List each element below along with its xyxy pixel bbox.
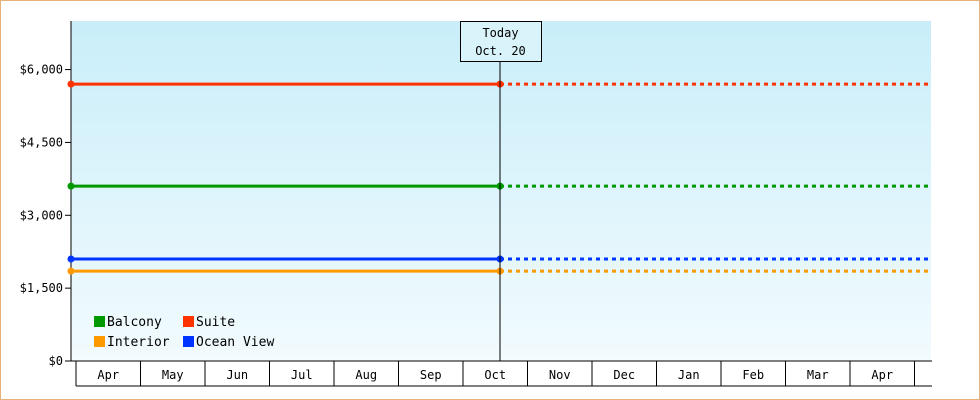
today-date: Oct. 20 — [475, 44, 526, 58]
legend-swatch — [183, 316, 194, 327]
legend-swatch — [94, 316, 105, 327]
x-axis: Apr May Jun Jul Aug Sep Oct Nov Dec Jan Feb Mar Apr — [71, 360, 932, 387]
series-point-start — [67, 267, 75, 275]
y-axis: $0 $1,500 $3,000 $4,500 $6,000 — [20, 21, 72, 368]
month-label: Jul — [291, 368, 313, 382]
today-marker: Today Oct. 20 — [460, 21, 542, 361]
series-point-start — [67, 182, 75, 190]
month-label: Jan — [678, 368, 700, 382]
month-label: Aug — [355, 368, 377, 382]
month-label: Feb — [742, 368, 764, 382]
legend-swatch — [183, 336, 194, 347]
legend-label: Balcony — [107, 315, 162, 330]
month-label: Jun — [226, 368, 248, 382]
month-label: Oct — [484, 368, 506, 382]
month-label: Apr — [871, 368, 893, 382]
month-label: Apr — [97, 368, 119, 382]
month-label: Dec — [613, 368, 635, 382]
legend: Balcony Suite Interior Ocean View — [94, 315, 274, 350]
legend-swatch — [94, 336, 105, 347]
legend-label: Suite — [196, 315, 235, 330]
y-tick-label: $4,500 — [20, 135, 63, 149]
today-box — [460, 21, 542, 62]
legend-label: Interior — [107, 335, 170, 350]
y-tick-label: $6,000 — [20, 63, 63, 77]
y-tick-label: $3,000 — [20, 208, 63, 222]
y-tick-label: $1,500 — [20, 281, 63, 295]
month-label: Sep — [420, 368, 442, 382]
series-point-start — [67, 255, 75, 263]
today-label: Today — [482, 26, 518, 40]
month-label: Mar — [807, 368, 829, 382]
month-label: May — [162, 368, 184, 382]
month-label: Nov — [549, 368, 571, 382]
series-point-start — [67, 80, 75, 88]
y-tick-label: $0 — [49, 354, 63, 368]
plot-area — [71, 21, 931, 361]
legend-label: Ocean View — [196, 335, 274, 350]
